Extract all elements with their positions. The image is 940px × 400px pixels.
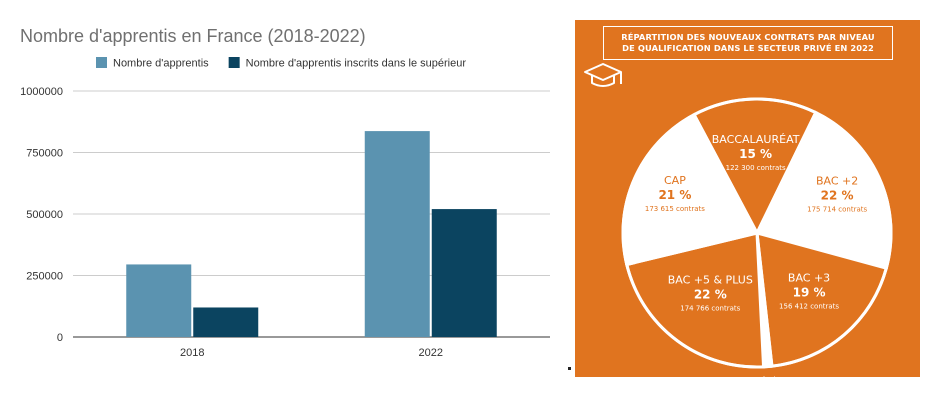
legend-label: Nombre d'apprentis: [113, 58, 209, 70]
x-tick-label: 2022: [419, 347, 443, 359]
slice-label: BAC +3: [788, 272, 830, 285]
slice-contracts: 122 300 contrats: [726, 164, 786, 172]
graduation-cap-icon: [584, 63, 622, 87]
slice-label: CAP: [664, 174, 686, 187]
slice-contracts: 156 412 contrats: [779, 303, 839, 311]
slice-percent: 21 %: [658, 188, 691, 202]
slice-label: BAC +2: [816, 175, 858, 188]
y-tick-label: 1000000: [20, 86, 63, 98]
pie-title-line1: RÉPARTITION DES NOUVEAUX CONTRATS PAR NI…: [621, 32, 875, 42]
y-axis: 0 250000 500000 750000 1000000: [20, 86, 63, 344]
slice-contracts: 174 766 contrats: [680, 304, 740, 312]
y-tick-label: 250000: [26, 271, 63, 283]
bar: [126, 264, 192, 337]
slice-label: BACCALAURÉAT: [712, 133, 800, 146]
slice-contracts: 175 714 contrats: [807, 206, 867, 214]
slice-label: BAC +5 & PLUS: [668, 273, 753, 286]
chart-title: Nombre d'apprentis en France (2018-2022): [20, 26, 366, 46]
pie-title-line2: DE QUALIFICATION DANS LE SECTEUR PRIVÉ E…: [622, 43, 874, 53]
y-tick-label: 0: [57, 332, 63, 344]
legend-label: Nombre d'apprentis inscrits dans le supé…: [246, 58, 467, 70]
slice-label: Autres: [761, 376, 792, 377]
bar: [431, 209, 497, 337]
bar: [193, 307, 259, 337]
legend-swatch: [228, 57, 240, 68]
bar: [364, 131, 430, 337]
slice-percent: 22 %: [821, 189, 854, 203]
slice-contracts: 173 615 contrats: [645, 205, 705, 213]
pie-title: RÉPARTITION DES NOUVEAUX CONTRATS PAR NI…: [603, 26, 893, 60]
x-axis: 2018 2022: [180, 347, 443, 359]
pie-infographic: RÉPARTITION DES NOUVEAUX CONTRATS PAR NI…: [575, 20, 920, 377]
y-tick-label: 500000: [26, 209, 63, 221]
x-tick-label: 2018: [180, 347, 204, 359]
slice-percent: 15 %: [739, 147, 772, 161]
bar-chart: Nombre d'apprentis en France (2018-2022)…: [20, 26, 550, 359]
bars: [126, 131, 497, 337]
y-tick-label: 750000: [26, 148, 63, 160]
legend-swatch: [96, 57, 107, 68]
slice-percent: 19 %: [793, 286, 826, 300]
chart-legend: Nombre d'apprentis Nombre d'apprentis ins…: [96, 57, 466, 70]
pie-outline: [621, 97, 893, 369]
slice-percent: 22 %: [694, 287, 727, 301]
dot: [568, 367, 571, 370]
